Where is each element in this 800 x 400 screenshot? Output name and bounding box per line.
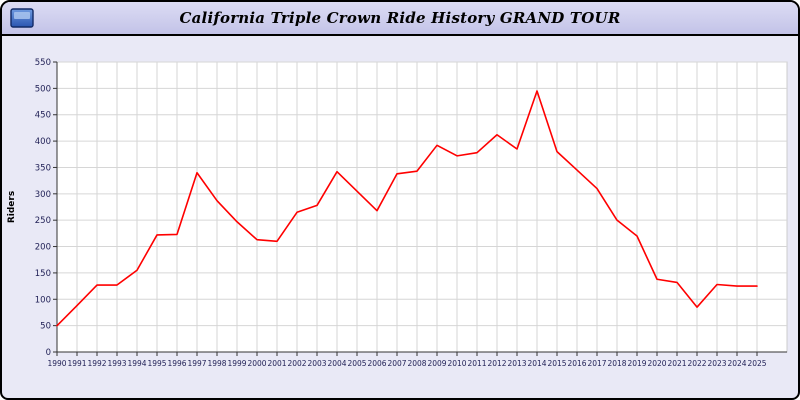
chart-panel: 0 50 100 150 200 250 300 350 400 450 500 550 1990 199… <box>2 36 798 398</box>
y-axis-tick-label: 400 <box>35 137 51 147</box>
x-axis-tick-label: 2000 <box>247 359 266 368</box>
y-axis-tick-label: 150 <box>35 269 51 279</box>
y-axis-labels: 0 50 100 150 200 250 300 350 400 450 500 550 <box>35 58 57 358</box>
y-axis-tick-label: 200 <box>35 243 51 253</box>
x-axis-tick-label: 2010 <box>447 359 466 368</box>
x-axis-tick-label: 2017 <box>587 359 606 368</box>
x-axis-tick-label: 2005 <box>347 359 366 368</box>
x-axis-tick-label: 2013 <box>507 359 526 368</box>
x-axis-tick-label: 1997 <box>187 359 206 368</box>
x-axis-tick-label: 2009 <box>427 359 446 368</box>
y-axis-tick-label: 100 <box>35 295 51 305</box>
y-axis-tick-label: 500 <box>35 84 51 94</box>
x-axis-labels: 1990 1991 1992 1993 1994 1995 1996 1997 1998 1999… <box>47 352 767 368</box>
x-axis-tick-label: 1994 <box>127 359 146 368</box>
x-axis-tick-label: 2001 <box>267 359 286 368</box>
x-axis-tick-label: 1999 <box>227 359 246 368</box>
x-axis-tick-label: 1996 <box>167 359 186 368</box>
y-axis-tick-label: 300 <box>35 190 51 200</box>
y-axis-tick-label: 50 <box>40 322 51 332</box>
y-axis-tick-label: 250 <box>35 216 51 226</box>
riders-line <box>56 90 758 327</box>
x-axis-tick-label: 2006 <box>367 359 386 368</box>
x-axis-tick-label: 2011 <box>467 359 486 368</box>
y-axis-title: Riders <box>7 191 17 223</box>
x-axis-tick-label: 2016 <box>567 359 586 368</box>
x-axis-tick-label: 2002 <box>287 359 306 368</box>
x-axis-tick-label: 2014 <box>527 359 546 368</box>
x-axis-tick-label: 2018 <box>607 359 626 368</box>
y-axis-tick-label: 550 <box>35 58 51 68</box>
x-axis-tick-label: 2019 <box>627 359 646 368</box>
axes <box>56 62 787 353</box>
x-axis-tick-label: 1993 <box>107 359 126 368</box>
x-axis-tick-label: 2007 <box>387 359 406 368</box>
grid-lines <box>56 61 787 352</box>
x-axis-tick-label: 2024 <box>727 359 746 368</box>
x-axis-tick-label: 2023 <box>707 359 726 368</box>
x-axis-tick-label: 1991 <box>67 359 86 368</box>
x-axis-tick-label: 2015 <box>547 359 566 368</box>
y-axis-tick-label: 0 <box>46 348 51 358</box>
x-axis-tick-label: 2022 <box>687 359 706 368</box>
x-axis-tick-label: 2020 <box>647 359 666 368</box>
x-axis-tick-label: 1998 <box>207 359 226 368</box>
x-axis-tick-label: 2025 <box>747 359 766 368</box>
x-axis-tick-label: 2003 <box>307 359 326 368</box>
y-axis-tick-label: 350 <box>35 163 51 173</box>
x-axis-tick-label: 2004 <box>327 359 346 368</box>
window-flag-icon <box>10 8 34 28</box>
x-axis-tick-label: 1992 <box>87 359 106 368</box>
page-title: California Triple Crown Ride History GRA… <box>179 9 621 27</box>
x-axis-tick-label: 2012 <box>487 359 506 368</box>
y-axis-tick-label: 450 <box>35 111 51 121</box>
x-axis-tick-label: 2021 <box>667 359 686 368</box>
plot-area <box>56 61 788 353</box>
x-axis-tick-label: 2008 <box>407 359 426 368</box>
x-axis-tick-label: 1995 <box>147 359 166 368</box>
title-bar: California Triple Crown Ride History GRA… <box>2 2 798 36</box>
x-axis-tick-label: 1990 <box>47 359 66 368</box>
